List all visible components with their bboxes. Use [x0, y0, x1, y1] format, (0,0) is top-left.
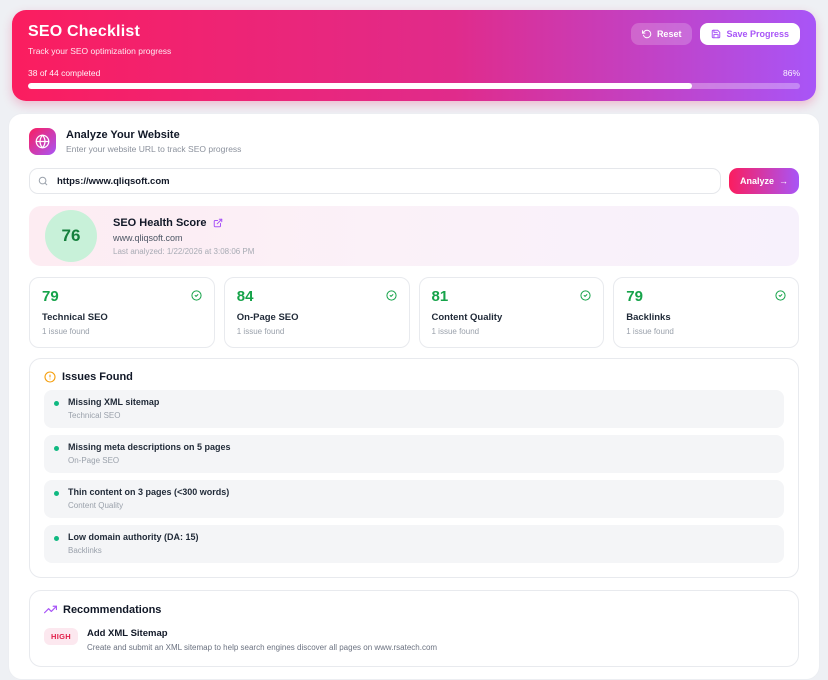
- seo-health-score-card: 76 SEO Health Score www.qliqsoft.com Las…: [29, 206, 799, 266]
- arrow-right-icon: →: [779, 175, 788, 186]
- reset-button[interactable]: Reset: [630, 23, 693, 45]
- issue-category: Technical SEO: [68, 411, 121, 420]
- save-icon: [711, 29, 721, 39]
- recommendation-list-item: HIGH Add XML Sitemap Create and submit a…: [44, 628, 784, 652]
- alert-circle-icon: [44, 371, 56, 383]
- globe-icon: [29, 128, 56, 155]
- page-title: SEO Checklist: [28, 23, 140, 40]
- issues-found-section: Issues Found Missing XML sitemap Technic…: [29, 358, 799, 578]
- bullet-dot-icon: [54, 491, 59, 496]
- reset-button-label: Reset: [656, 28, 682, 39]
- search-icon: [38, 176, 48, 186]
- save-progress-button[interactable]: Save Progress: [700, 23, 800, 45]
- score-value: 84: [236, 288, 254, 305]
- recommendations-section: Recommendations HIGH Add XML Sitemap Cre…: [29, 590, 799, 667]
- header: SEO Checklist Track your SEO optimizatio…: [12, 10, 816, 101]
- progress-count-text: 38 of 44 completed: [28, 68, 101, 78]
- progress-percent-text: 86%: [782, 68, 800, 78]
- issue-category: Backlinks: [68, 546, 102, 555]
- recommendation-title: Add XML Sitemap: [86, 628, 168, 639]
- bullet-dot-icon: [54, 446, 59, 451]
- score-card-content-quality: 81 Content Quality 1 issue found: [418, 277, 605, 348]
- score-value: 79: [42, 288, 59, 305]
- score-label: Content Quality: [431, 312, 503, 323]
- issues-section-title: Issues Found: [62, 371, 133, 383]
- issue-category: On-Page SEO: [68, 456, 120, 465]
- analyze-section-subtitle: Enter your website URL to track SEO prog…: [66, 144, 242, 154]
- issue-title: Thin content on 3 pages (<300 words): [68, 487, 230, 497]
- analyze-button-label: Analyze: [739, 175, 774, 186]
- score-card-on-page-seo: 84 On-Page SEO 1 issue found: [223, 277, 410, 348]
- save-progress-label: Save Progress: [726, 28, 789, 39]
- analyze-button[interactable]: Analyze →: [728, 168, 799, 194]
- score-label: Technical SEO: [42, 312, 108, 323]
- issue-list-item: Missing XML sitemap Technical SEO: [44, 390, 784, 428]
- score-issues-count: 1 issue found: [626, 327, 674, 336]
- issue-title: Missing XML sitemap: [68, 397, 160, 407]
- score-card-technical-seo: 79 Technical SEO 1 issue found: [29, 277, 215, 348]
- check-circle-icon: [385, 290, 397, 301]
- check-circle-icon: [580, 290, 591, 301]
- issue-list-item: Thin content on 3 pages (<300 words) Con…: [44, 480, 784, 518]
- external-link-icon[interactable]: [213, 218, 223, 228]
- priority-badge: HIGH: [44, 628, 78, 645]
- health-score-title: SEO Health Score: [113, 216, 207, 229]
- check-circle-icon: [191, 290, 202, 301]
- check-circle-icon: [775, 290, 786, 301]
- score-value: 79: [626, 288, 643, 305]
- bullet-dot-icon: [54, 401, 59, 406]
- score-issues-count: 1 issue found: [42, 327, 90, 336]
- website-url-input[interactable]: [29, 168, 721, 194]
- progress-bar: [28, 83, 800, 89]
- recommendation-description: Create and submit an XML sitemap to help…: [86, 643, 438, 652]
- health-score-circle: 76: [45, 210, 97, 262]
- score-card-backlinks: 79 Backlinks 1 issue found: [613, 277, 799, 348]
- analyzed-site-url: www.qliqsoft.com: [113, 232, 183, 243]
- trending-up-icon: [44, 603, 57, 616]
- issue-list-item: Missing meta descriptions on 5 pages On-…: [44, 435, 784, 473]
- last-analyzed-timestamp: Last analyzed: 1/22/2026 at 3:08:06 PM: [113, 246, 255, 256]
- score-label: Backlinks: [626, 312, 671, 323]
- issue-title: Missing meta descriptions on 5 pages: [68, 442, 231, 452]
- score-value: 81: [431, 288, 449, 305]
- page-subtitle: Track your SEO optimization progress: [28, 46, 172, 56]
- refresh-icon: [641, 29, 652, 39]
- score-label: On-Page SEO: [236, 312, 299, 323]
- bullet-dot-icon: [54, 536, 59, 541]
- score-issues-count: 1 issue found: [236, 327, 285, 336]
- recommendations-section-title: Recommendations: [63, 603, 162, 616]
- score-grid: 79 Technical SEO 1 issue found 84 On-Pag…: [29, 277, 799, 348]
- analyze-section-title: Analyze Your Website: [66, 129, 180, 141]
- issue-title: Low domain authority (DA: 15): [68, 532, 199, 542]
- score-issues-count: 1 issue found: [431, 327, 480, 336]
- issue-list-item: Low domain authority (DA: 15) Backlinks: [44, 525, 784, 563]
- issue-category: Content Quality: [68, 501, 124, 510]
- main-panel: Analyze Your Website Enter your website …: [8, 113, 820, 680]
- progress-fill: [28, 83, 692, 89]
